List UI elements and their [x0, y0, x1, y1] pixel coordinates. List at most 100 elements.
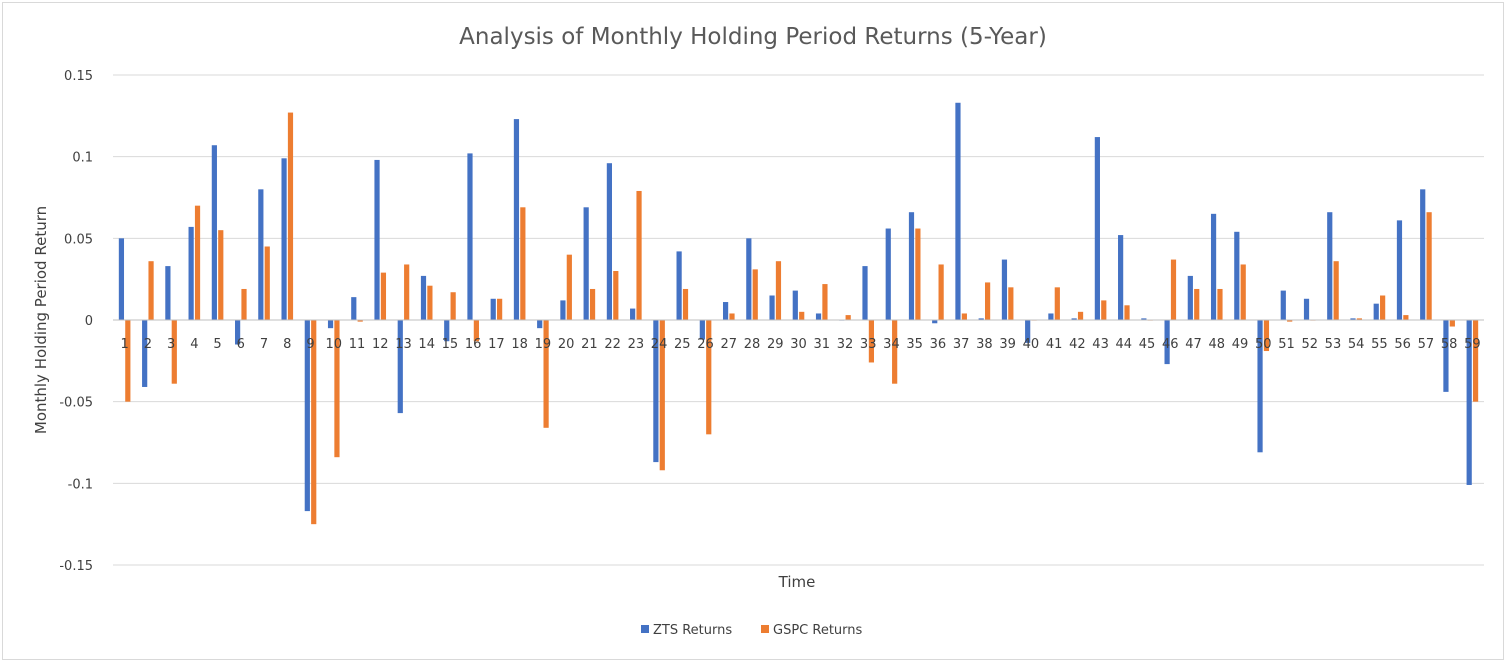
y-tick-label: 0.05 — [64, 232, 93, 247]
x-tick-label: 31 — [813, 337, 830, 352]
gspc-bar — [1170, 259, 1177, 320]
x-tick-label: 25 — [674, 337, 691, 352]
gspc-bar — [241, 288, 247, 320]
x-tick-label: 45 — [1139, 337, 1156, 352]
gspc-bar — [799, 311, 805, 320]
x-tick-label: 14 — [418, 337, 435, 352]
gspc-bar — [497, 298, 503, 320]
gspc-bar — [148, 261, 154, 320]
zts-bar — [467, 153, 473, 320]
zts-bar — [1118, 235, 1124, 320]
y-axis-tick-labels: 0.15 0.1 0.05 0 -0.05 -0.1 -0.15 — [59, 69, 93, 574]
x-tick-label: 2 — [144, 337, 152, 352]
zts-bar — [537, 320, 543, 329]
zts-bar — [978, 318, 984, 320]
x-tick-label: 59 — [1464, 337, 1481, 352]
zts-bar — [188, 226, 194, 320]
zts-bar — [1141, 318, 1147, 320]
bars — [118, 102, 1479, 525]
y-tick-label: 0 — [85, 314, 93, 329]
gspc-bar — [1217, 288, 1223, 320]
gspc-bar — [1356, 318, 1362, 320]
zts-bar — [1234, 231, 1240, 320]
x-tick-label: 48 — [1208, 337, 1225, 352]
x-tick-label: 28 — [744, 337, 761, 352]
zts-bar — [1071, 318, 1077, 320]
zts-bar — [560, 300, 566, 320]
x-tick-label: 42 — [1069, 337, 1086, 352]
x-tick-label: 49 — [1232, 337, 1249, 352]
gspc-bar — [613, 271, 619, 320]
x-tick-label: 23 — [628, 337, 645, 352]
x-tick-label: 29 — [767, 337, 784, 352]
gspc-bar — [1403, 315, 1409, 320]
x-tick-label: 34 — [883, 337, 900, 352]
gspc-bar — [380, 272, 387, 320]
legend: ZTS Returns GSPC Returns — [641, 623, 863, 638]
x-tick-label: 13 — [395, 337, 412, 352]
zts-bar — [1164, 320, 1170, 365]
x-tick-label: 3 — [167, 337, 175, 352]
x-tick-label: 58 — [1441, 337, 1458, 352]
x-tick-label: 20 — [558, 337, 575, 352]
gspc-bar — [729, 313, 735, 320]
gspc-bar — [357, 320, 363, 322]
zts-bar — [1210, 213, 1217, 320]
x-axis-tick-labels: 1 2 3 4 5 6 7 8 9 10 11 12 13 14 15 16 17 18 19 20 21 22 23 24 2… — [120, 337, 1480, 352]
gspc-bar — [1124, 305, 1130, 320]
zts-bar — [908, 212, 915, 320]
gspc-bar — [752, 269, 758, 320]
x-tick-label: 32 — [837, 337, 854, 352]
zts-bar — [142, 320, 148, 387]
gspc-bar — [287, 112, 294, 320]
zts-bar — [513, 119, 520, 320]
x-tick-label: 8 — [283, 337, 291, 352]
gspc-bar — [566, 254, 572, 320]
gspc-bar — [1333, 261, 1339, 320]
gspc-bar — [868, 320, 875, 363]
x-tick-label: 56 — [1394, 337, 1411, 352]
x-tick-label: 46 — [1162, 337, 1179, 352]
zts-bar — [676, 251, 682, 320]
x-tick-label: 57 — [1418, 337, 1435, 352]
zts-bar — [281, 158, 287, 320]
zts-bar — [1257, 320, 1263, 453]
legend-swatch — [641, 625, 649, 633]
x-tick-label: 54 — [1348, 337, 1365, 352]
legend-label: GSPC Returns — [773, 623, 863, 638]
legend-label: ZTS Returns — [653, 623, 732, 638]
x-tick-label: 21 — [581, 337, 598, 352]
gspc-bar — [218, 230, 224, 320]
x-tick-label: 41 — [1046, 337, 1063, 352]
gspc-bar — [1449, 320, 1455, 327]
zts-bar — [862, 266, 868, 320]
gspc-bar — [706, 320, 712, 435]
x-tick-label: 22 — [604, 337, 621, 352]
zts-bar — [327, 320, 334, 329]
x-tick-label: 15 — [442, 337, 459, 352]
gspc-bar — [334, 320, 340, 458]
gspc-bar — [1426, 212, 1432, 320]
chart-title: Analysis of Monthly Holding Period Retur… — [459, 24, 1047, 50]
zts-bar — [490, 298, 496, 320]
gridlines — [113, 74, 1484, 566]
gspc-bar — [961, 313, 967, 320]
gspc-bar — [822, 284, 828, 320]
gspc-bar — [682, 288, 689, 320]
x-tick-label: 33 — [860, 337, 877, 352]
x-tick-label: 39 — [999, 337, 1016, 352]
gspc-bar — [589, 288, 596, 320]
x-tick-label: 38 — [976, 337, 993, 352]
gspc-bar — [427, 285, 433, 320]
gspc-bar — [1077, 311, 1084, 320]
zts-bar — [630, 308, 636, 320]
x-tick-label: 26 — [697, 337, 714, 352]
y-tick-label: -0.05 — [59, 396, 93, 411]
gspc-bar — [1287, 320, 1293, 322]
zts-bar — [258, 189, 264, 320]
gspc-bar — [845, 315, 851, 320]
zts-bar — [165, 266, 171, 320]
x-tick-label: 43 — [1092, 337, 1109, 352]
gspc-bar — [985, 282, 991, 320]
